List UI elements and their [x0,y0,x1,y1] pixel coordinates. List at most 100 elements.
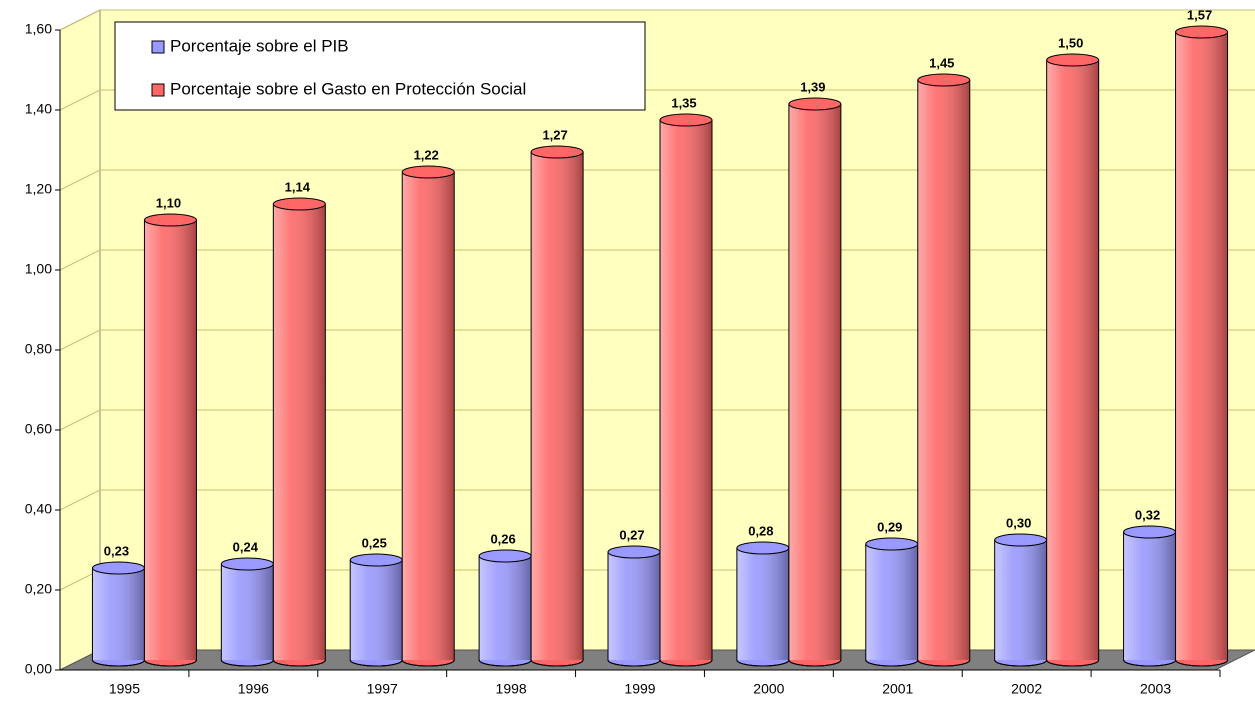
bar-shade [788,104,841,660]
bar-top [401,165,455,179]
value-label: 0,27 [619,527,644,542]
bar-outline [401,172,455,667]
bar-outline [659,120,713,667]
y-tick-label: 0,00 [25,661,52,677]
value-label: 0,29 [877,519,902,534]
bar-top [220,557,274,571]
bar-shade [144,220,197,660]
value-label: 0,23 [104,543,129,558]
value-label: 0,24 [233,539,259,554]
bar-outline [788,104,842,667]
x-tick-label: 2000 [753,681,784,697]
bars: 0,23 0,24 0,25 0,26 0,27 0,28 0,29 0,30 0,32 1,10… [91,7,1229,667]
y-tick-label: 0,60 [25,421,52,437]
legend-box [114,21,646,111]
x-tick-label: 2003 [1140,681,1171,697]
bar-top [736,541,790,555]
bar-outline [736,548,790,667]
bar-outline [272,204,326,667]
bar-top [478,549,532,563]
bar-shade [531,152,584,660]
bar-outline [994,540,1048,667]
bar-top [917,73,971,87]
value-label: 1,39 [800,79,825,94]
bar-outline [607,552,661,667]
value-label: 1,50 [1058,35,1083,50]
bar-top [1046,53,1100,67]
legend: Porcentaje sobre el PIB Porcentaje sobre … [114,21,646,111]
value-label: 0,30 [1006,515,1031,530]
bar-shade [1123,532,1176,660]
legend-swatch [151,83,165,97]
value-label: 1,45 [929,55,954,70]
grid-line [59,249,101,271]
bar-top [272,197,326,211]
bar-shade [917,80,970,660]
x-tick-label: 1998 [496,681,527,697]
bar-shade [273,204,326,660]
x-tick-label: 2002 [1011,681,1042,697]
grid-line [59,89,101,111]
value-label: 1,27 [542,127,567,142]
value-label: 1,10 [156,195,181,210]
bar-top [349,553,403,567]
grid-line [59,169,101,191]
bar-shade [608,552,660,660]
bar-outline [91,568,145,667]
y-tick-label: 1,00 [25,261,52,277]
x-tick-label: 1997 [367,681,398,697]
x-tick-label: 1995 [109,681,140,697]
grid-line [59,409,101,431]
bar-outline [917,80,971,667]
grid-line [59,329,101,351]
grid-line [59,9,101,31]
bar-shade [865,544,918,660]
bar-outline [1123,532,1177,667]
bar-top [91,561,145,575]
y-tick-label: 0,80 [25,341,52,357]
bar-outline [1046,60,1100,667]
value-label: 1,14 [285,179,311,194]
bar-top [143,213,197,227]
value-label: 0,26 [490,531,515,546]
y-tick-label: 1,60 [25,21,52,37]
bar-top [659,113,713,127]
value-label: 0,25 [362,535,387,550]
bar-outline [220,564,274,667]
value-label: 1,57 [1187,7,1212,22]
bar-shade [1046,60,1099,660]
bar-outline [530,152,584,667]
x-tick-label: 1999 [624,681,655,697]
value-label: 1,35 [671,95,696,110]
legend-swatch [151,40,165,54]
bar-shade [350,560,403,660]
bar-outline [865,544,919,667]
bar-top [1123,525,1177,539]
bar-top [994,533,1048,547]
bar-shade [479,556,532,660]
bar-shade [1175,32,1228,660]
bar-top [865,537,919,551]
y-tick-label: 1,20 [25,181,52,197]
y-tick-label: 0,20 [25,581,52,597]
y-tick-label: 0,40 [25,501,52,517]
grid-line [59,489,101,511]
bar-shade [402,172,455,660]
bar-top [1175,25,1229,39]
bar-outline [1175,32,1229,667]
legend-label: Porcentaje sobre el Gasto en Protección … [170,79,526,98]
bar-shade [994,540,1047,660]
value-label: 1,22 [414,147,439,162]
bar-top [530,145,584,159]
bar-top [788,97,842,111]
x-tick-label: 2001 [882,681,913,697]
bar-outline [143,220,197,667]
bar-shade [221,564,274,660]
legend-label: Porcentaje sobre el PIB [170,36,349,55]
bar-shade [736,548,789,660]
bar-outline [478,556,532,667]
y-tick-label: 1,40 [25,101,52,117]
value-label: 0,32 [1135,507,1160,522]
